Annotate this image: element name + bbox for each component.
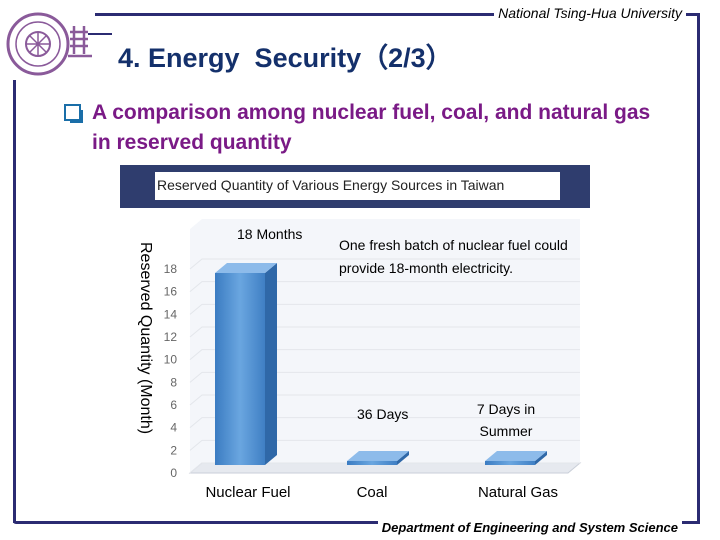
y-axis-label: Reserved Quantity (Month) [137,242,154,435]
nuclear-value-label: 18 Months [237,226,303,242]
university-logo-icon [6,12,112,76]
university-name: National Tsing-Hua University [494,5,686,21]
nuclear-note: One fresh batch of nuclear fuel could pr… [339,237,568,276]
coal-value-label: 36 Days [357,406,409,422]
chart-title: Reserved Quantity of Various Energy Sour… [155,172,560,200]
gas-value-label: 7 Days in Summer [476,401,536,439]
slide-title: 4. Energy Security（2/3） [118,43,453,73]
frame-right-line [697,13,700,523]
frame-bottom-line [13,521,700,524]
department-name: Department of Engineering and System Sci… [377,520,682,535]
frame-top-line [95,13,699,16]
slide-subtitle: A comparison among nuclear fuel, coal, a… [92,101,651,154]
frame-left-line [13,80,16,523]
bullet-checkbox-icon [64,104,83,123]
